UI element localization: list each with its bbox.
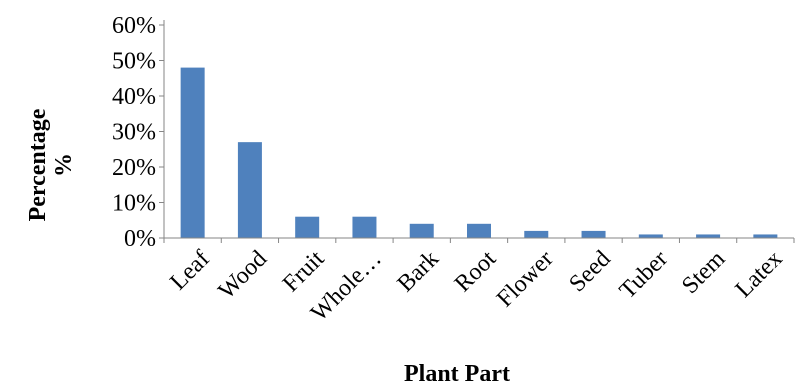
y-tick-label: 30% <box>112 120 156 146</box>
y-tick-label: 10% <box>112 191 156 217</box>
y-tick-label: 40% <box>112 84 156 110</box>
x-category-label: Latex <box>731 246 788 303</box>
bar <box>524 230 549 238</box>
x-category-label: Leaf <box>165 246 214 295</box>
x-category-label: Wood <box>214 246 273 305</box>
bar <box>180 67 205 238</box>
y-tick-label: 50% <box>112 49 156 75</box>
bar <box>409 223 434 238</box>
bar <box>581 230 606 238</box>
bars <box>180 67 778 238</box>
x-category-label: Seed <box>564 246 615 297</box>
y-tick-label: 20% <box>112 155 156 181</box>
bar <box>295 216 320 238</box>
bar <box>467 223 491 238</box>
bar <box>352 216 377 238</box>
y-axis-title-line2: % <box>51 153 77 177</box>
bar <box>696 234 721 238</box>
y-tick-label: 0% <box>124 226 156 252</box>
axes <box>163 20 795 243</box>
y-axis-ticks: 0% 10% 20% 30% 40% 50% 60% <box>112 13 164 252</box>
y-axis-title-line1: Percentage <box>25 108 51 221</box>
x-category-label: Stem <box>677 246 731 300</box>
x-category-label: Bark <box>393 246 444 297</box>
x-category-label: Root <box>450 246 502 298</box>
bar <box>237 142 262 238</box>
x-category-label: Fruit <box>278 246 330 298</box>
y-axis-title: Percentage % <box>25 108 77 221</box>
y-tick-label: 60% <box>112 13 156 39</box>
bar <box>638 234 663 238</box>
x-category-label: Flower <box>492 246 558 312</box>
bar <box>753 234 778 238</box>
x-category-label: Tuber <box>615 246 673 304</box>
x-axis-title: Plant Part <box>404 361 510 387</box>
